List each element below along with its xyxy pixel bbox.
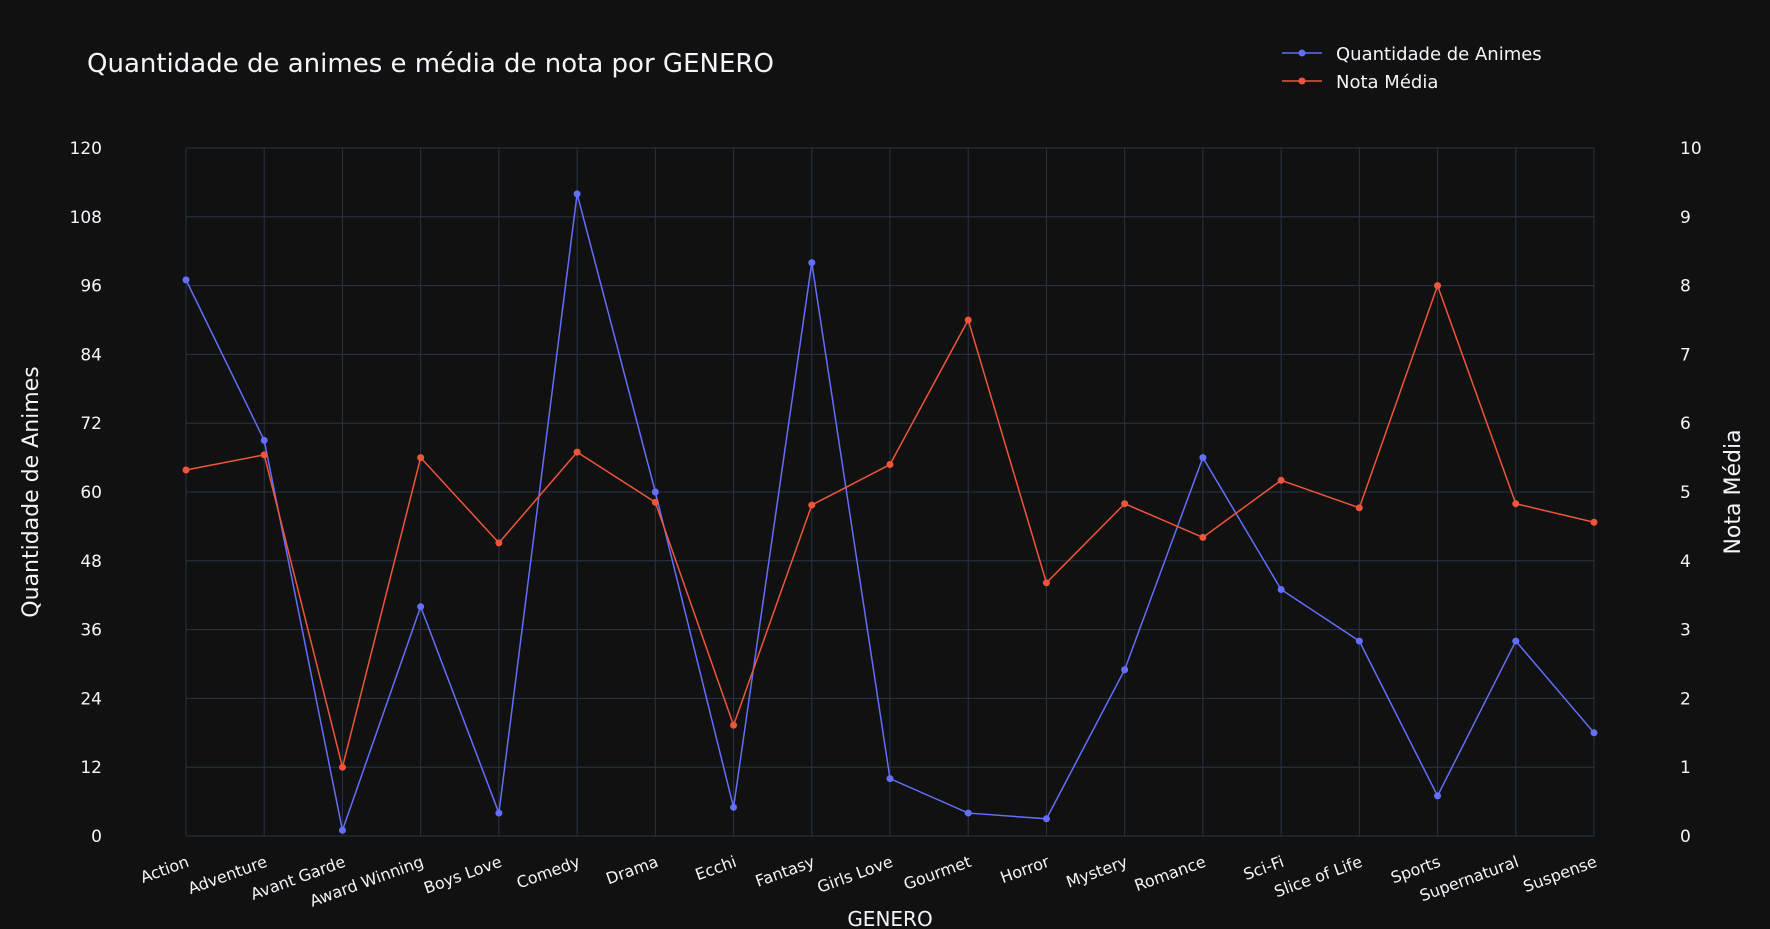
y2-tick-label: 2 [1680, 689, 1691, 709]
data-point-0[interactable] [1042, 815, 1050, 823]
data-point-0[interactable] [417, 603, 425, 611]
y2-tick-label: 1 [1680, 758, 1691, 778]
data-point-1[interactable] [1590, 518, 1598, 526]
y-tick-label: 72 [80, 414, 102, 434]
data-point-1[interactable] [573, 448, 581, 456]
y2-tick-label: 5 [1680, 483, 1691, 503]
y-tick-label: 120 [70, 139, 102, 159]
data-point-0[interactable] [886, 775, 894, 783]
data-point-0[interactable] [1434, 792, 1442, 800]
y2-tick-label: 9 [1680, 208, 1691, 228]
right-axis-ticks: 0 1 2 3 4 5 6 7 8 9 10 [1680, 139, 1702, 847]
y2-tick-label: 4 [1680, 552, 1691, 572]
data-point-0[interactable] [730, 803, 738, 811]
data-point-0[interactable] [651, 488, 659, 496]
data-point-1[interactable] [260, 451, 268, 459]
data-point-1[interactable] [964, 316, 972, 324]
data-point-1[interactable] [1277, 476, 1285, 484]
y2-tick-label: 7 [1680, 345, 1691, 365]
legend-label-quantidade: Quantidade de Animes [1336, 44, 1542, 65]
legend-marker-nota-media [1298, 77, 1306, 85]
data-point-0[interactable] [495, 809, 503, 817]
data-point-0[interactable] [1277, 585, 1285, 593]
legend[interactable]: Quantidade de Animes Nota Média [1282, 44, 1542, 93]
y2-tick-label: 0 [1680, 827, 1691, 847]
data-point-1[interactable] [1355, 504, 1363, 512]
y-axis-title: Quantidade de Animes [19, 366, 44, 617]
y-tick-label: 24 [80, 689, 102, 709]
data-point-0[interactable] [1512, 637, 1520, 645]
y2-tick-label: 8 [1680, 277, 1691, 297]
data-point-1[interactable] [1121, 500, 1129, 508]
data-point-0[interactable] [1355, 637, 1363, 645]
data-point-0[interactable] [808, 259, 816, 267]
data-point-1[interactable] [182, 466, 190, 474]
data-point-0[interactable] [573, 190, 581, 198]
y2-tick-label: 3 [1680, 621, 1691, 641]
data-point-1[interactable] [1199, 533, 1207, 541]
data-point-0[interactable] [260, 436, 268, 444]
y-tick-label: 36 [80, 621, 102, 641]
data-point-0[interactable] [1121, 666, 1129, 674]
legend-item-nota-media[interactable]: Nota Média [1282, 72, 1438, 93]
data-point-0[interactable] [964, 809, 972, 817]
y-tick-label: 96 [80, 277, 102, 297]
data-point-1[interactable] [495, 539, 503, 547]
data-point-0[interactable] [1199, 454, 1207, 462]
y-tick-label: 84 [80, 345, 102, 365]
data-point-1[interactable] [808, 501, 816, 509]
data-point-1[interactable] [338, 763, 346, 771]
chart-title: Quantidade de animes e média de nota por… [87, 49, 774, 79]
data-point-1[interactable] [1512, 500, 1520, 508]
y2-axis-title: Nota Média [1721, 429, 1746, 554]
data-point-1[interactable] [1434, 282, 1442, 290]
legend-item-quantidade[interactable]: Quantidade de Animes [1282, 44, 1542, 65]
data-point-1[interactable] [651, 498, 659, 506]
data-point-0[interactable] [1590, 729, 1598, 737]
y2-tick-label: 10 [1680, 139, 1702, 159]
data-point-1[interactable] [1042, 579, 1050, 587]
legend-label-nota-media: Nota Média [1336, 72, 1438, 93]
y-tick-label: 48 [80, 552, 102, 572]
data-point-0[interactable] [338, 826, 346, 834]
y-tick-label: 60 [80, 483, 102, 503]
x-axis-title: GENERO [847, 907, 932, 929]
legend-marker-quantidade [1298, 49, 1306, 57]
left-axis-ticks: 0 12 24 36 48 60 72 84 96 108 120 [70, 139, 102, 847]
data-point-1[interactable] [886, 460, 894, 468]
series-points [182, 190, 1598, 834]
data-point-0[interactable] [182, 276, 190, 284]
y-tick-label: 12 [80, 758, 102, 778]
y2-tick-label: 6 [1680, 414, 1691, 434]
data-point-1[interactable] [417, 454, 425, 462]
data-point-1[interactable] [730, 721, 738, 729]
y-tick-label: 108 [70, 208, 102, 228]
y-tick-label: 0 [91, 827, 102, 847]
